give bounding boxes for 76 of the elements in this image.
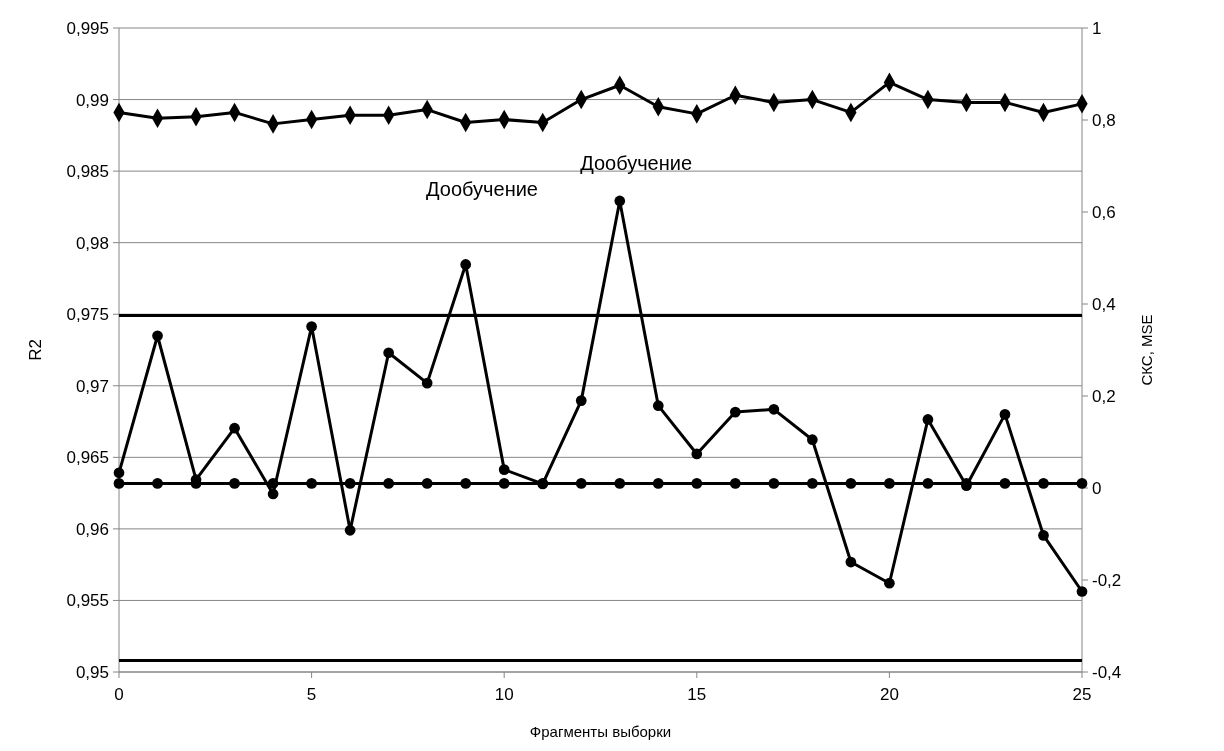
y2-tick-label: 0,6 bbox=[1092, 202, 1116, 222]
point bbox=[229, 422, 240, 434]
point bbox=[1076, 478, 1088, 489]
point bbox=[113, 478, 125, 489]
point bbox=[884, 577, 895, 589]
point bbox=[152, 330, 163, 342]
point bbox=[113, 467, 125, 479]
y-axis-title: R2 bbox=[26, 339, 45, 361]
point bbox=[575, 395, 587, 406]
point bbox=[768, 404, 780, 415]
point bbox=[229, 478, 240, 489]
y-tick-label: 0,955 bbox=[66, 591, 109, 611]
point bbox=[922, 478, 934, 489]
y-tick-label: 0,985 bbox=[66, 162, 109, 182]
point bbox=[575, 478, 587, 489]
point bbox=[498, 464, 510, 475]
point bbox=[537, 478, 549, 489]
y-tick-label: 0,975 bbox=[66, 305, 109, 325]
point bbox=[267, 478, 279, 489]
y-tick-label: 0,95 bbox=[75, 662, 109, 682]
point bbox=[845, 478, 857, 489]
point bbox=[999, 478, 1011, 489]
x-axis-title: Фрагменты выборки bbox=[529, 723, 672, 740]
point bbox=[691, 448, 703, 460]
point bbox=[306, 321, 317, 332]
point bbox=[383, 347, 394, 359]
point bbox=[729, 478, 741, 489]
point bbox=[460, 478, 472, 489]
y2-tick-label: 0,2 bbox=[1092, 386, 1116, 406]
y-tick-label: 0,965 bbox=[66, 448, 109, 468]
y2-axis-title: СКС, MSE bbox=[1138, 314, 1155, 386]
y2-tick-label: -0,4 bbox=[1092, 662, 1122, 682]
annotation: Дообучение bbox=[580, 152, 693, 175]
point bbox=[1076, 586, 1088, 597]
point bbox=[652, 478, 664, 489]
y2-tick-label: 0 bbox=[1092, 478, 1102, 498]
point bbox=[884, 478, 895, 489]
point bbox=[344, 478, 356, 489]
y-tick-label: 0,97 bbox=[75, 376, 109, 396]
point bbox=[768, 478, 780, 489]
x-tick-label: 25 bbox=[1072, 685, 1092, 704]
point bbox=[807, 434, 818, 446]
point bbox=[460, 259, 472, 270]
y2-tick-label: 0,8 bbox=[1092, 110, 1116, 130]
point bbox=[729, 406, 741, 418]
point bbox=[1038, 530, 1049, 541]
annotation: Дообучение bbox=[426, 178, 539, 200]
x-tick-label: 20 bbox=[879, 685, 899, 704]
point bbox=[383, 478, 394, 489]
point bbox=[421, 478, 433, 489]
x-tick-label: 10 bbox=[494, 685, 514, 704]
point bbox=[845, 556, 857, 568]
point bbox=[267, 488, 279, 500]
point bbox=[999, 409, 1011, 420]
point bbox=[306, 478, 317, 489]
x-tick-label: 15 bbox=[687, 685, 707, 704]
point bbox=[807, 478, 818, 489]
y-tick-label: 0,96 bbox=[75, 519, 109, 539]
point bbox=[691, 478, 703, 489]
x-tick-label: 5 bbox=[306, 685, 317, 704]
point bbox=[652, 400, 664, 411]
point bbox=[614, 195, 626, 207]
point bbox=[421, 377, 433, 389]
y2-tick-label: 1 bbox=[1092, 18, 1102, 38]
point bbox=[344, 524, 356, 536]
y2-tick-label: 0,4 bbox=[1092, 294, 1116, 314]
x-tick-label: 0 bbox=[114, 685, 124, 704]
y-tick-label: 0,99 bbox=[75, 90, 109, 110]
y-tick-label: 0,98 bbox=[75, 233, 109, 253]
point bbox=[152, 478, 163, 489]
y2-tick-label: -0,2 bbox=[1092, 570, 1122, 590]
y-tick-label: 0,995 bbox=[66, 18, 109, 38]
point bbox=[922, 414, 934, 425]
point bbox=[498, 478, 510, 489]
point bbox=[1038, 478, 1049, 489]
point bbox=[614, 478, 626, 489]
